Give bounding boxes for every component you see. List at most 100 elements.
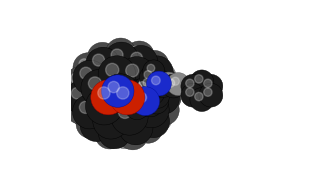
Circle shape: [64, 83, 91, 111]
Circle shape: [144, 101, 160, 116]
Circle shape: [211, 80, 216, 85]
Circle shape: [91, 80, 126, 115]
Circle shape: [145, 105, 172, 132]
Circle shape: [133, 68, 153, 89]
Circle shape: [80, 101, 91, 113]
Circle shape: [161, 77, 170, 85]
Circle shape: [93, 48, 104, 59]
Circle shape: [152, 98, 168, 114]
Circle shape: [167, 73, 190, 96]
Circle shape: [84, 108, 108, 131]
Circle shape: [109, 82, 122, 95]
Circle shape: [76, 56, 102, 82]
Circle shape: [82, 95, 104, 117]
Circle shape: [103, 114, 111, 122]
Circle shape: [199, 83, 223, 107]
Circle shape: [117, 119, 148, 150]
Circle shape: [93, 103, 129, 139]
Circle shape: [141, 81, 165, 105]
Circle shape: [127, 118, 152, 143]
Circle shape: [124, 87, 130, 93]
Circle shape: [86, 47, 120, 81]
Circle shape: [81, 61, 90, 70]
Circle shape: [195, 92, 203, 101]
Circle shape: [71, 100, 82, 111]
Circle shape: [154, 100, 160, 105]
Circle shape: [150, 62, 154, 67]
Circle shape: [146, 56, 156, 66]
Circle shape: [82, 115, 92, 125]
Circle shape: [132, 49, 136, 54]
Circle shape: [145, 81, 160, 97]
Circle shape: [128, 105, 136, 112]
Circle shape: [135, 57, 143, 65]
Circle shape: [124, 107, 132, 115]
Circle shape: [124, 41, 154, 71]
Circle shape: [98, 116, 131, 149]
Circle shape: [155, 101, 160, 107]
Circle shape: [79, 59, 90, 69]
Circle shape: [144, 61, 157, 75]
Circle shape: [81, 69, 118, 107]
Circle shape: [161, 85, 166, 90]
Circle shape: [147, 104, 152, 109]
Circle shape: [109, 123, 117, 131]
Circle shape: [140, 120, 149, 130]
Circle shape: [117, 111, 125, 118]
Circle shape: [197, 73, 203, 79]
Circle shape: [82, 63, 105, 85]
Circle shape: [146, 64, 151, 69]
Circle shape: [120, 83, 139, 102]
Circle shape: [146, 83, 161, 98]
Circle shape: [194, 70, 209, 85]
Circle shape: [141, 74, 155, 88]
Circle shape: [150, 61, 163, 75]
Circle shape: [155, 80, 164, 89]
Circle shape: [147, 71, 171, 96]
Circle shape: [130, 53, 153, 76]
Circle shape: [159, 89, 169, 99]
Circle shape: [146, 81, 180, 114]
Circle shape: [141, 88, 146, 94]
Circle shape: [137, 52, 161, 77]
Circle shape: [106, 38, 136, 68]
Circle shape: [87, 42, 117, 73]
Circle shape: [153, 88, 164, 99]
Circle shape: [77, 107, 86, 116]
Circle shape: [124, 100, 146, 122]
Circle shape: [131, 87, 160, 115]
Circle shape: [76, 94, 84, 103]
Circle shape: [129, 58, 137, 66]
Circle shape: [130, 47, 141, 57]
Circle shape: [182, 90, 196, 105]
Circle shape: [144, 71, 152, 79]
Circle shape: [101, 102, 108, 109]
Circle shape: [186, 79, 194, 88]
Circle shape: [143, 81, 164, 102]
Circle shape: [87, 115, 98, 127]
Circle shape: [148, 85, 155, 93]
Circle shape: [135, 109, 143, 117]
Circle shape: [149, 105, 155, 111]
Circle shape: [115, 54, 122, 62]
Circle shape: [129, 46, 143, 60]
Circle shape: [73, 94, 107, 129]
Circle shape: [95, 53, 117, 76]
Circle shape: [156, 74, 170, 88]
Circle shape: [137, 72, 144, 79]
Circle shape: [143, 83, 157, 97]
Circle shape: [129, 87, 142, 100]
Circle shape: [155, 101, 166, 112]
Circle shape: [76, 110, 105, 138]
Circle shape: [137, 105, 170, 138]
Circle shape: [158, 83, 172, 97]
Circle shape: [144, 77, 149, 81]
Circle shape: [97, 74, 104, 81]
Circle shape: [110, 50, 133, 72]
Circle shape: [144, 112, 155, 123]
Circle shape: [139, 93, 163, 117]
Circle shape: [211, 93, 216, 98]
Circle shape: [160, 72, 174, 86]
Circle shape: [101, 74, 140, 113]
Circle shape: [112, 46, 121, 56]
